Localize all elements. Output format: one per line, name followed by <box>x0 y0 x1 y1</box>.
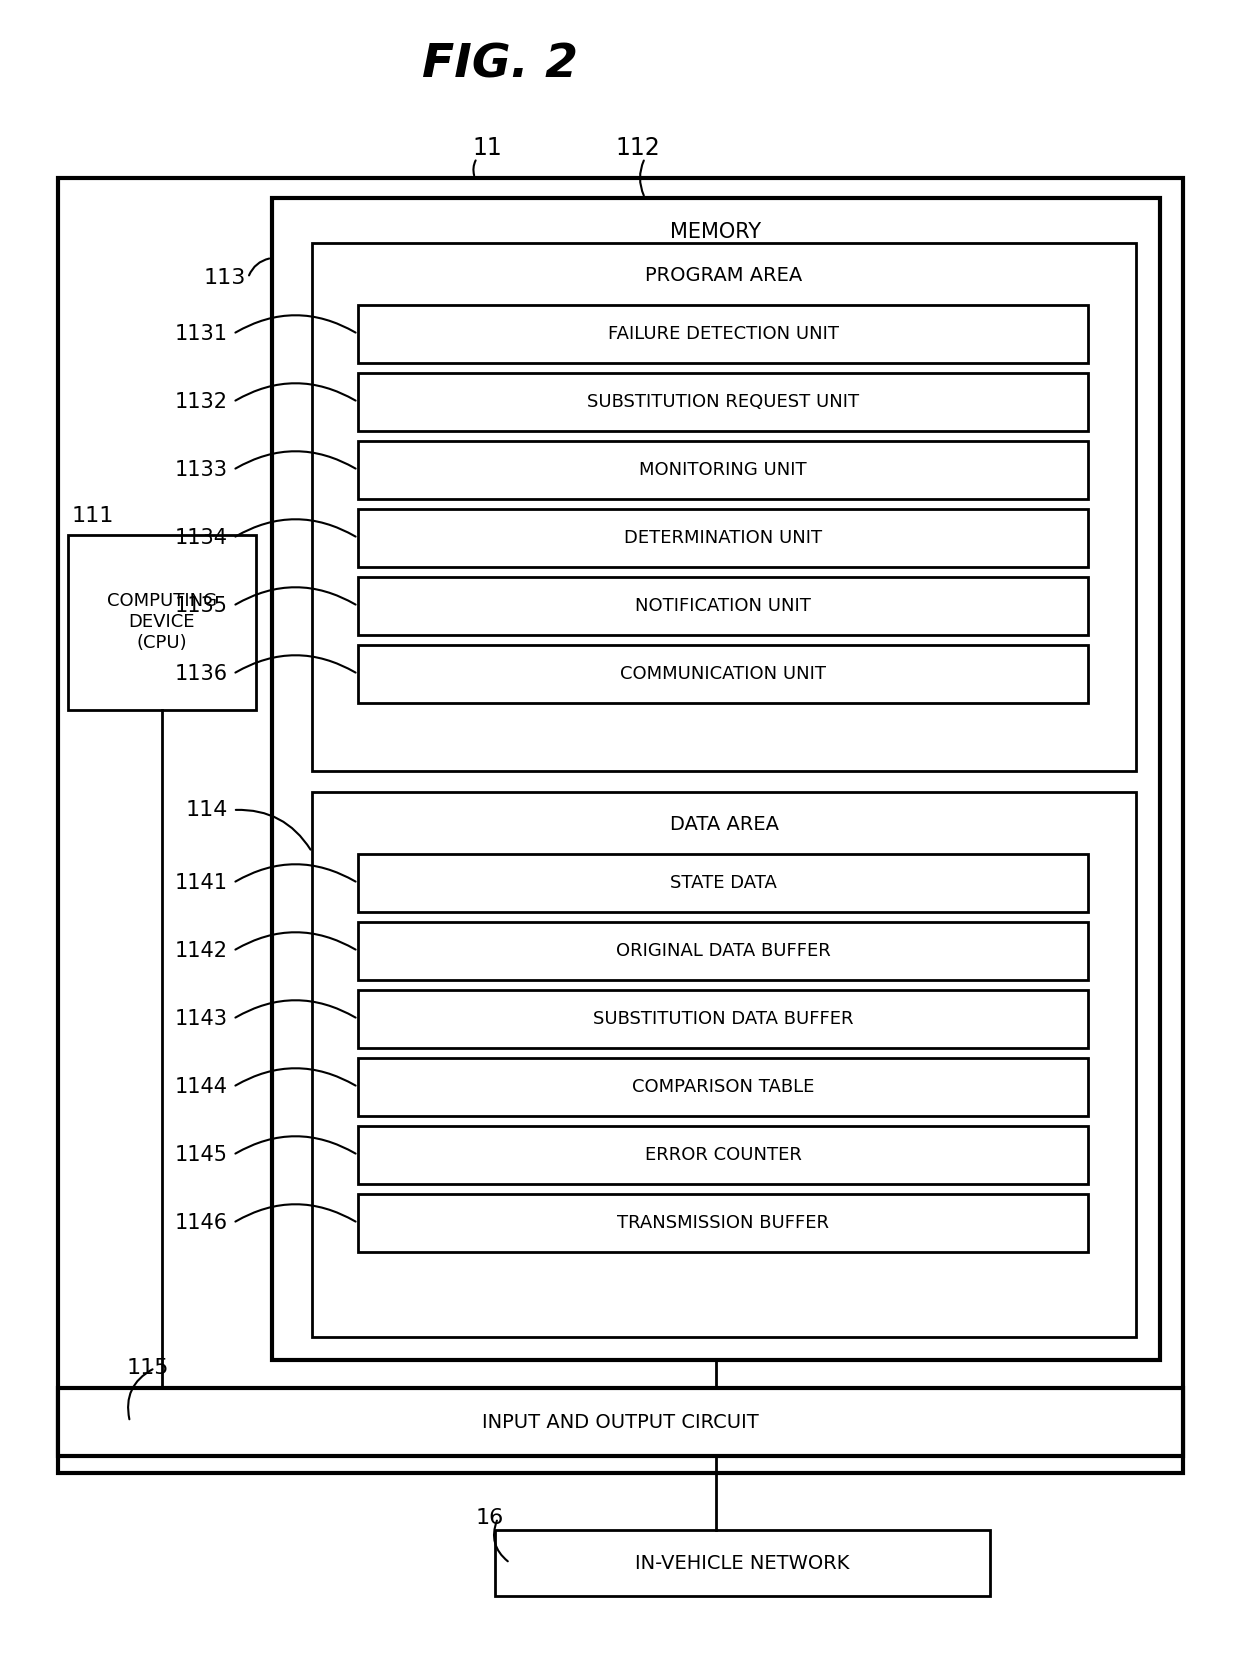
Text: ERROR COUNTER: ERROR COUNTER <box>645 1145 801 1164</box>
Text: 1131: 1131 <box>175 323 228 343</box>
Text: MONITORING UNIT: MONITORING UNIT <box>639 462 807 478</box>
Text: 1145: 1145 <box>175 1145 228 1165</box>
FancyBboxPatch shape <box>358 373 1087 432</box>
Text: 115: 115 <box>126 1359 169 1379</box>
Text: NOTIFICATION UNIT: NOTIFICATION UNIT <box>635 597 811 615</box>
FancyBboxPatch shape <box>495 1530 990 1595</box>
FancyBboxPatch shape <box>358 442 1087 498</box>
Text: 1132: 1132 <box>175 392 228 412</box>
Text: 1142: 1142 <box>175 940 228 960</box>
Text: 16: 16 <box>476 1509 505 1529</box>
FancyBboxPatch shape <box>358 645 1087 703</box>
Text: 1134: 1134 <box>175 528 228 548</box>
Text: FAILURE DETECTION UNIT: FAILURE DETECTION UNIT <box>608 325 838 343</box>
Text: DETERMINATION UNIT: DETERMINATION UNIT <box>624 528 822 547</box>
Text: 1141: 1141 <box>175 874 228 894</box>
Text: 113: 113 <box>203 268 247 288</box>
FancyBboxPatch shape <box>358 305 1087 363</box>
Text: STATE DATA: STATE DATA <box>670 874 776 892</box>
Text: 1144: 1144 <box>175 1077 228 1097</box>
FancyBboxPatch shape <box>358 1059 1087 1115</box>
Text: COMMUNICATION UNIT: COMMUNICATION UNIT <box>620 665 826 683</box>
FancyBboxPatch shape <box>358 508 1087 567</box>
Text: 1135: 1135 <box>175 597 228 617</box>
FancyBboxPatch shape <box>312 792 1136 1337</box>
FancyBboxPatch shape <box>312 243 1136 772</box>
Text: TRANSMISSION BUFFER: TRANSMISSION BUFFER <box>618 1214 830 1232</box>
Text: 1136: 1136 <box>175 663 228 683</box>
Text: 1143: 1143 <box>175 1009 228 1029</box>
Text: INPUT AND OUTPUT CIRCUIT: INPUT AND OUTPUT CIRCUIT <box>481 1412 759 1432</box>
FancyBboxPatch shape <box>358 577 1087 635</box>
FancyBboxPatch shape <box>358 1125 1087 1184</box>
FancyBboxPatch shape <box>358 922 1087 980</box>
Text: COMPARISON TABLE: COMPARISON TABLE <box>632 1079 815 1095</box>
Text: DATA AREA: DATA AREA <box>670 815 779 834</box>
FancyBboxPatch shape <box>68 535 255 710</box>
Text: IN-VEHICLE NETWORK: IN-VEHICLE NETWORK <box>635 1554 849 1572</box>
Text: 11: 11 <box>472 137 502 160</box>
Text: SUBSTITUTION DATA BUFFER: SUBSTITUTION DATA BUFFER <box>593 1010 853 1029</box>
Text: 1133: 1133 <box>175 460 228 480</box>
FancyBboxPatch shape <box>358 854 1087 912</box>
Text: PROGRAM AREA: PROGRAM AREA <box>645 265 802 285</box>
Text: 114: 114 <box>186 800 228 820</box>
Text: 112: 112 <box>615 137 661 160</box>
Text: SUBSTITUTION REQUEST UNIT: SUBSTITUTION REQUEST UNIT <box>587 393 859 412</box>
Text: COMPUTING
DEVICE
(CPU): COMPUTING DEVICE (CPU) <box>107 592 217 652</box>
FancyBboxPatch shape <box>272 198 1159 1360</box>
Text: 111: 111 <box>72 507 114 527</box>
Text: ORIGINAL DATA BUFFER: ORIGINAL DATA BUFFER <box>615 942 831 960</box>
Text: 1146: 1146 <box>175 1214 228 1234</box>
FancyBboxPatch shape <box>358 1194 1087 1252</box>
FancyBboxPatch shape <box>58 178 1183 1474</box>
FancyBboxPatch shape <box>58 1389 1183 1455</box>
FancyBboxPatch shape <box>358 990 1087 1049</box>
Text: FIG. 2: FIG. 2 <box>422 42 578 87</box>
Text: MEMORY: MEMORY <box>671 222 761 242</box>
